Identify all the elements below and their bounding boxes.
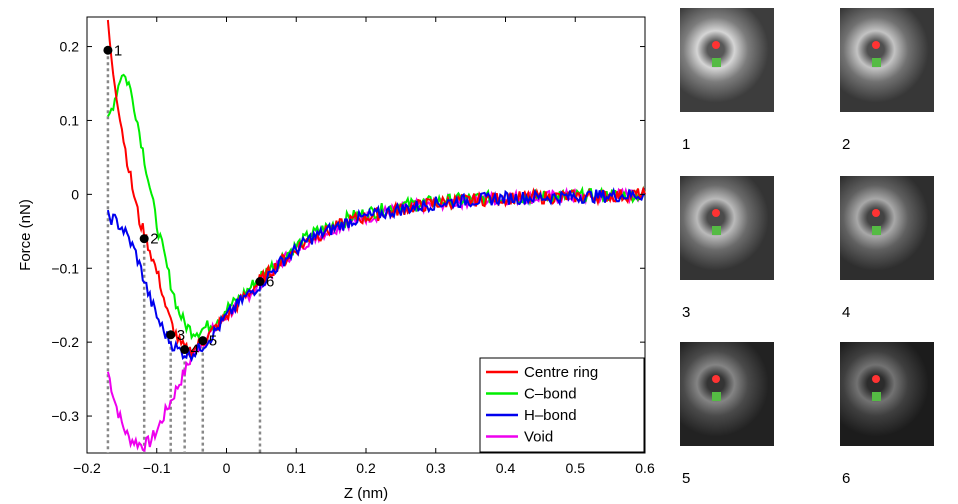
centre-ring-marker xyxy=(712,209,720,217)
legend-label: Centre ring xyxy=(524,364,598,381)
marker-point xyxy=(139,234,149,244)
marker-drop-lines xyxy=(106,50,262,453)
y-tick-label: 0.2 xyxy=(60,39,80,55)
marker-label: 5 xyxy=(209,333,217,350)
afm-panel-label: 4 xyxy=(842,304,851,321)
marker-point xyxy=(103,45,113,55)
c-bond-marker xyxy=(872,226,881,235)
x-tick-label: 0 xyxy=(223,460,231,476)
x-tick-label: 0.5 xyxy=(566,460,586,476)
x-tick-label: 0.4 xyxy=(496,460,516,476)
afm-image-panel xyxy=(840,8,934,112)
afm-panel-label: 6 xyxy=(842,470,851,487)
x-tick-label: 0.3 xyxy=(426,460,446,476)
afm-panel-label: 5 xyxy=(682,470,691,487)
marker-point xyxy=(166,330,176,340)
y-tick-label: 0.1 xyxy=(60,112,80,128)
c-bond-marker xyxy=(872,58,881,67)
marker-label: 4 xyxy=(191,342,199,359)
series-lines xyxy=(106,19,646,453)
marker-label: 3 xyxy=(177,327,185,344)
y-tick-label: 0 xyxy=(71,186,79,202)
y-tick-label: −0.1 xyxy=(51,260,79,276)
marker-points: 1 2 345 6 xyxy=(103,42,274,359)
afm-panel-label: 2 xyxy=(842,136,851,153)
afm-image-panel xyxy=(840,342,934,446)
marker-label: 1 xyxy=(114,42,122,59)
x-tick-label: 0.6 xyxy=(635,460,655,476)
afm-panel-label: 1 xyxy=(682,136,691,153)
x-tick-label: −0.2 xyxy=(73,460,101,476)
y-tick-label: −0.3 xyxy=(51,408,79,424)
afm-image-panel xyxy=(680,8,774,112)
y-tick-label: −0.2 xyxy=(51,334,79,350)
c-bond-marker xyxy=(712,58,721,67)
c-bond-marker xyxy=(712,392,721,401)
legend: Centre ring C–bond H–bond Void xyxy=(479,357,645,453)
marker-point xyxy=(180,345,190,355)
centre-ring-marker xyxy=(872,375,880,383)
x-axis-label: Z (nm) xyxy=(344,485,388,502)
marker-label: 6 xyxy=(266,274,274,291)
y-ticks: −0.3 −0.2 −0.1 0 0.1 0.2 xyxy=(51,39,645,424)
centre-ring-marker xyxy=(712,375,720,383)
centre-ring-marker xyxy=(712,41,720,49)
marker-label: 2 xyxy=(150,231,158,248)
afm-image-panel xyxy=(840,176,934,280)
x-tick-label: 0.1 xyxy=(287,460,307,476)
afm-panel-label: 3 xyxy=(682,304,691,321)
legend-label: H–bond xyxy=(524,407,577,424)
legend-label: C–bond xyxy=(524,386,577,403)
x-tick-label: −0.1 xyxy=(143,460,171,476)
marker-point xyxy=(255,277,265,287)
y-axis-label: Force (nN) xyxy=(17,199,34,271)
legend-label: Void xyxy=(524,429,553,446)
centre-ring-marker xyxy=(872,209,880,217)
c-bond-marker xyxy=(872,392,881,401)
x-tick-label: 0.2 xyxy=(356,460,376,476)
x-ticks: −0.2 −0.1 0 0.1 0.2 0.3 0.4 0.5 0.6 xyxy=(73,17,655,476)
afm-image-panel xyxy=(680,176,774,280)
c-bond-marker xyxy=(712,226,721,235)
marker-point xyxy=(198,336,208,346)
series-line-h-bond xyxy=(106,186,646,363)
centre-ring-marker xyxy=(872,41,880,49)
afm-image-panel xyxy=(680,342,774,446)
